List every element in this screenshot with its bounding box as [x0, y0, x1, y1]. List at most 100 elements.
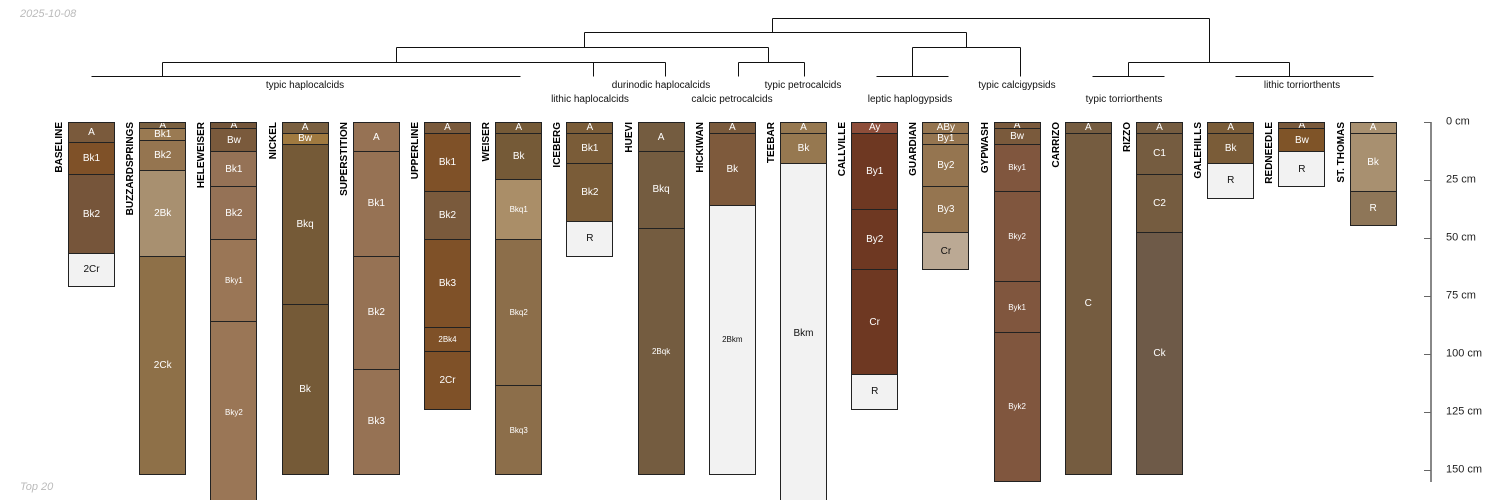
horizon[interactable]: Bk	[281, 305, 329, 475]
horizon[interactable]: A	[139, 122, 187, 129]
horizon[interactable]: Bky1	[210, 240, 258, 322]
horizon[interactable]: A	[352, 122, 400, 153]
horizon[interactable]: By2	[922, 145, 970, 187]
horizon[interactable]: Bk	[1349, 133, 1397, 192]
taxon-label: calcic petrocalcids	[691, 94, 773, 105]
horizon[interactable]: Bk2	[424, 191, 471, 241]
profile-name: ST. THOMAS	[1335, 122, 1347, 183]
axis-tick-label: 50 cm	[1446, 231, 1476, 244]
horizon[interactable]: Bk	[780, 133, 827, 164]
horizon[interactable]: Bk1	[68, 142, 115, 176]
horizon[interactable]: Bk1	[424, 133, 471, 192]
horizon[interactable]: Bw	[1278, 128, 1326, 153]
horizon[interactable]: By2	[851, 210, 899, 271]
horizon[interactable]: Bk	[1207, 133, 1255, 164]
dendrogram-branches	[91, 18, 1374, 77]
horizon[interactable]: C	[1064, 133, 1112, 475]
horizon[interactable]: R	[1349, 191, 1397, 227]
horizon[interactable]: Bkm	[780, 163, 827, 500]
horizon[interactable]: R	[566, 221, 614, 257]
horizon[interactable]: Bw	[281, 133, 329, 146]
horizon[interactable]: A	[1207, 122, 1255, 134]
horizon[interactable]: 2Ck	[139, 256, 187, 475]
horizon[interactable]: 2Bkm	[708, 205, 756, 475]
horizon[interactable]: Byk1	[993, 282, 1041, 334]
horizon[interactable]: A	[780, 122, 827, 134]
horizon[interactable]: Bk2	[566, 163, 614, 222]
horizon[interactable]: 2Bk4	[424, 328, 471, 352]
horizon[interactable]: By1	[922, 133, 970, 146]
profile-name: HELEWEISER	[196, 122, 208, 189]
horizon[interactable]: A	[566, 122, 614, 134]
horizon[interactable]: Bkq2	[495, 240, 543, 387]
profile-name: HUEVI	[623, 122, 635, 153]
horizon[interactable]: A	[1136, 122, 1183, 134]
horizon[interactable]: A	[1064, 122, 1112, 134]
taxon-label: durinodic haplocalcids	[611, 80, 711, 91]
horizon[interactable]: R	[1207, 163, 1255, 199]
profile-name: ICEBERG	[552, 122, 564, 168]
horizon[interactable]: Cr	[851, 270, 899, 375]
profile-name: NICKEL	[267, 122, 279, 160]
axis-tick	[1424, 412, 1431, 413]
horizon[interactable]: Bk2	[210, 186, 258, 241]
horizon[interactable]: A	[424, 122, 471, 134]
horizon[interactable]: Bk1	[352, 152, 400, 257]
horizon[interactable]: Bw	[210, 128, 258, 153]
taxon-label: lithic torriorthents	[1263, 80, 1341, 91]
horizon[interactable]: By3	[922, 186, 970, 234]
horizon[interactable]: Bk	[495, 133, 543, 180]
horizon[interactable]: A	[68, 122, 115, 143]
horizon[interactable]: A	[637, 122, 685, 153]
horizon[interactable]: Byk2	[993, 333, 1041, 482]
dendrogram	[91, 18, 1374, 77]
horizon[interactable]: R	[851, 374, 899, 410]
profile-name: BUZZARDSPRINGS	[125, 122, 137, 216]
horizon[interactable]: Ay	[851, 122, 899, 134]
profile-name: CARRIZO	[1050, 122, 1062, 168]
horizon[interactable]: A	[1278, 122, 1326, 129]
profile-name: SUPERSTITION	[338, 122, 350, 196]
horizon[interactable]: Bk2	[352, 256, 400, 371]
horizon[interactable]: C1	[1136, 133, 1183, 176]
horizon[interactable]: 2Cr	[68, 254, 115, 287]
horizon[interactable]: Bk3	[424, 240, 471, 329]
horizon[interactable]: Bk1	[566, 133, 614, 164]
horizon[interactable]: A	[210, 122, 258, 129]
axis-tick	[1424, 180, 1431, 181]
horizon[interactable]: A	[281, 122, 329, 134]
horizon[interactable]: Bky1	[993, 145, 1041, 192]
date-label: 2025-10-08	[20, 8, 77, 20]
horizon[interactable]: Bkq1	[495, 180, 543, 241]
horizon[interactable]: R	[1278, 152, 1326, 187]
horizon[interactable]: Bky2	[993, 191, 1041, 283]
horizon[interactable]: Bk	[708, 133, 756, 206]
profile-name: RIZZO	[1122, 122, 1133, 152]
horizon[interactable]: A	[495, 122, 543, 134]
horizon[interactable]: ABy	[922, 122, 970, 134]
horizon[interactable]: Ck	[1136, 233, 1183, 475]
axis-tick	[1424, 354, 1431, 355]
horizon[interactable]: A	[708, 122, 756, 134]
horizon[interactable]: Bk1	[210, 152, 258, 187]
horizon[interactable]: 2Bk	[139, 170, 187, 257]
horizon[interactable]: A	[1349, 122, 1397, 134]
horizon[interactable]: Bkq	[281, 145, 329, 306]
horizon[interactable]: Bk1	[139, 128, 187, 141]
horizon[interactable]: 2Bqk	[637, 228, 685, 475]
horizon[interactable]: Bk3	[352, 370, 400, 475]
horizon[interactable]: Bk2	[139, 140, 187, 171]
horizon[interactable]: Bkq	[637, 152, 685, 229]
horizon[interactable]: By1	[851, 133, 899, 211]
axis-tick-label: 150 cm	[1446, 463, 1483, 476]
horizon[interactable]: Bw	[993, 128, 1041, 146]
horizon[interactable]: Bky2	[210, 321, 258, 500]
horizon[interactable]: 2Cr	[424, 351, 471, 410]
horizon[interactable]: Bk2	[68, 175, 115, 255]
horizon[interactable]: C2	[1136, 175, 1183, 234]
horizon[interactable]: Cr	[922, 233, 970, 271]
profile-name: GALEHILLS	[1193, 122, 1205, 179]
horizon[interactable]: Bkq3	[495, 386, 543, 475]
horizon[interactable]: A	[993, 122, 1041, 129]
